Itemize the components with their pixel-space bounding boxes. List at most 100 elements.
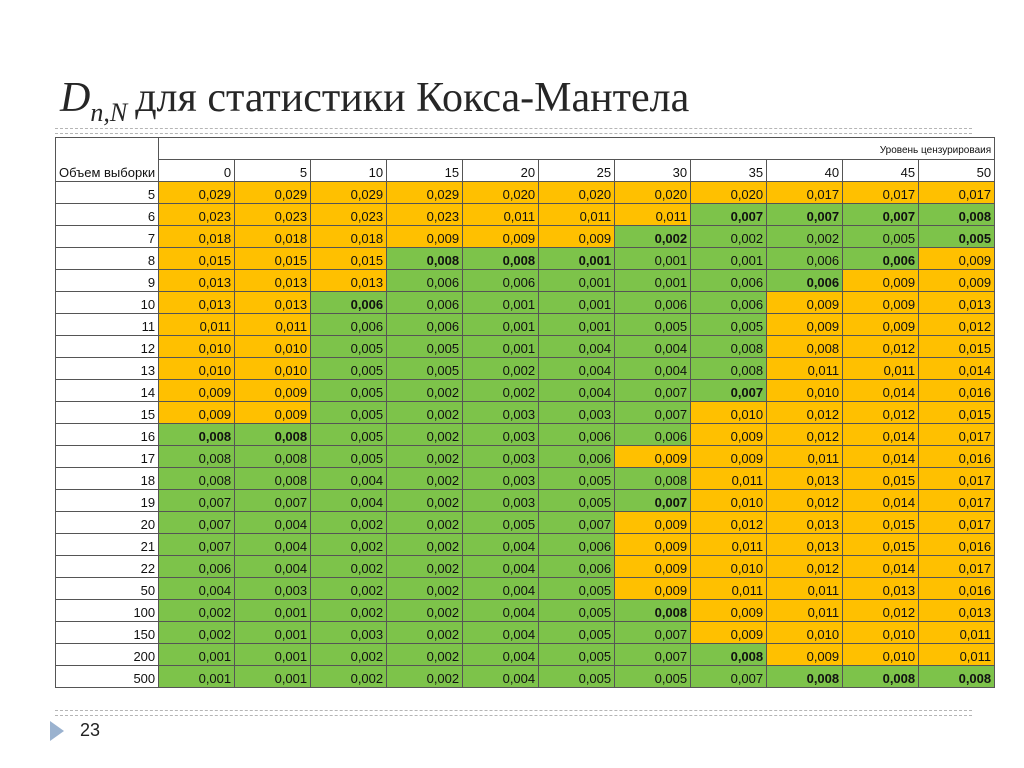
value-cell: 0,002 — [386, 511, 464, 534]
value-cell: 0,001 — [538, 269, 616, 292]
value-cell: 0,006 — [158, 555, 236, 578]
value-cell: 0,002 — [386, 379, 464, 402]
value-cell: 0,009 — [234, 379, 312, 402]
value-cell: 0,001 — [158, 643, 236, 666]
value-cell: 0,001 — [538, 291, 616, 314]
censoring-levels-row: 0 5 10 15 20 25 30 35 40 45 50 — [56, 159, 996, 182]
value-cell: 0,002 — [386, 555, 464, 578]
value-cell: 0,017 — [918, 489, 996, 512]
value-cell: 0,008 — [386, 247, 464, 270]
sample-size-cell: 9 — [54, 269, 160, 292]
table-row: 8 0,015 0,015 0,015 0,008 0,008 0,001 0,001 0,00… — [54, 247, 996, 270]
value-cell: 0,006 — [766, 269, 844, 292]
value-cell: 0,010 — [234, 357, 312, 380]
value-cell: 0,007 — [614, 621, 692, 644]
value-cell: 0,016 — [918, 379, 996, 402]
value-cell: 0,010 — [690, 489, 768, 512]
value-cell: 0,012 — [918, 313, 996, 336]
value-cell: 0,005 — [462, 511, 540, 534]
value-cell: 0,004 — [462, 621, 540, 644]
value-cell: 0,011 — [766, 445, 844, 468]
value-cell: 0,005 — [386, 357, 464, 380]
value-cell: 0,005 — [538, 621, 616, 644]
sample-size-cell: 16 — [54, 423, 160, 446]
value-cell: 0,001 — [614, 269, 692, 292]
censoring-level-50: 50 — [918, 159, 996, 182]
censoring-level-35: 35 — [690, 159, 768, 182]
table-row: 11 0,011 0,011 0,006 0,006 0,001 0,001 0,005 0,0… — [54, 313, 996, 336]
censoring-level-30: 30 — [614, 159, 692, 182]
table-row: 150 0,002 0,001 0,003 0,002 0,004 0,005 0,007 0,… — [54, 621, 996, 644]
censoring-level-10: 10 — [310, 159, 388, 182]
value-cell: 0,009 — [614, 511, 692, 534]
value-cell: 0,013 — [766, 533, 844, 556]
value-cell: 0,009 — [158, 379, 236, 402]
value-cell: 0,023 — [234, 203, 312, 226]
title-text: для статистики Кокса-Мантела — [135, 75, 690, 121]
value-cell: 0,006 — [842, 247, 920, 270]
table-row: 17 0,008 0,008 0,005 0,002 0,003 0,006 0,009 0,0… — [54, 445, 996, 468]
value-cell: 0,015 — [310, 247, 388, 270]
value-cell: 0,014 — [842, 379, 920, 402]
value-cell: 0,005 — [538, 577, 616, 600]
value-cell: 0,001 — [234, 643, 312, 666]
value-cell: 0,005 — [310, 357, 388, 380]
sample-size-cell: 21 — [54, 533, 160, 556]
value-cell: 0,006 — [538, 533, 616, 556]
value-cell: 0,010 — [842, 643, 920, 666]
triangle-bullet-icon — [50, 721, 64, 741]
value-cell: 0,009 — [158, 401, 236, 424]
value-cell: 0,001 — [538, 313, 616, 336]
value-cell: 0,010 — [690, 401, 768, 424]
value-cell: 0,016 — [918, 445, 996, 468]
value-cell: 0,005 — [386, 335, 464, 358]
value-cell: 0,009 — [842, 313, 920, 336]
sample-size-cell: 100 — [54, 599, 160, 622]
sample-size-cell: 200 — [54, 643, 160, 666]
value-cell: 0,013 — [158, 269, 236, 292]
censoring-level-40: 40 — [766, 159, 844, 182]
value-cell: 0,011 — [690, 577, 768, 600]
table-row: 15 0,009 0,009 0,005 0,002 0,003 0,003 0,007 0,0… — [54, 401, 996, 424]
value-cell: 0,017 — [918, 467, 996, 490]
value-cell: 0,020 — [538, 181, 616, 204]
value-cell: 0,008 — [918, 665, 996, 688]
header-divider — [55, 128, 972, 129]
value-cell: 0,006 — [386, 269, 464, 292]
value-cell: 0,018 — [310, 225, 388, 248]
value-cell: 0,013 — [234, 291, 312, 314]
sample-size-cell: 22 — [54, 555, 160, 578]
value-cell: 0,008 — [158, 423, 236, 446]
value-cell: 0,002 — [158, 599, 236, 622]
value-cell: 0,008 — [690, 357, 768, 380]
value-cell: 0,007 — [842, 203, 920, 226]
value-cell: 0,002 — [310, 599, 388, 622]
value-cell: 0,001 — [234, 621, 312, 644]
value-cell: 0,015 — [842, 467, 920, 490]
value-cell: 0,011 — [918, 621, 996, 644]
value-cell: 0,006 — [538, 555, 616, 578]
value-cell: 0,007 — [766, 203, 844, 226]
value-cell: 0,002 — [766, 225, 844, 248]
sample-size-header: Объем выборки — [54, 137, 160, 182]
value-cell: 0,002 — [310, 555, 388, 578]
sample-size-cell: 5 — [54, 181, 160, 204]
sample-size-cell: 12 — [54, 335, 160, 358]
value-cell: 0,013 — [310, 269, 388, 292]
censoring-level-header: Уровень цензурироваия — [158, 137, 996, 160]
value-cell: 0,006 — [462, 269, 540, 292]
value-cell: 0,010 — [690, 555, 768, 578]
value-cell: 0,003 — [462, 467, 540, 490]
value-cell: 0,013 — [234, 269, 312, 292]
value-cell: 0,009 — [842, 291, 920, 314]
value-cell: 0,002 — [386, 489, 464, 512]
table-row: 5 0,029 0,029 0,029 0,029 0,020 0,020 0,020 0,02… — [54, 181, 996, 204]
value-cell: 0,011 — [766, 577, 844, 600]
value-cell: 0,009 — [614, 577, 692, 600]
value-cell: 0,004 — [234, 555, 312, 578]
value-cell: 0,005 — [690, 313, 768, 336]
value-cell: 0,004 — [158, 577, 236, 600]
value-cell: 0,002 — [386, 467, 464, 490]
value-cell: 0,002 — [386, 665, 464, 688]
value-cell: 0,011 — [842, 357, 920, 380]
